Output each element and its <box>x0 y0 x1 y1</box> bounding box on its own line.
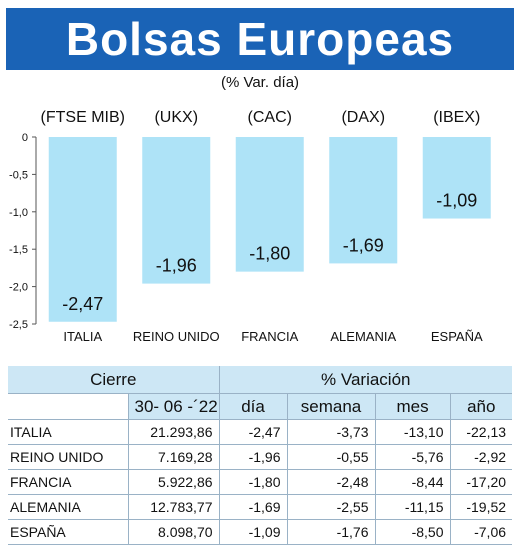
title-banner: Bolsas Europeas <box>6 8 514 70</box>
data-label: -2,47 <box>62 294 103 314</box>
header-semana: semana <box>287 393 376 420</box>
row-ano: -22,13 <box>450 419 513 445</box>
table-row: FRANCIA 5.922,86 -1,80 -2,48 -8,44 -17,2… <box>8 469 513 495</box>
chart-title: Bolsas Europeas <box>65 13 455 65</box>
row-mes: -8,50 <box>375 519 451 545</box>
row-ano: -2,92 <box>450 444 513 470</box>
row-cierre: 7.169,28 <box>128 444 220 470</box>
table-subheader-row: 30- 06 -´22 día semana mes año <box>8 393 513 420</box>
x-tick-label: ITALIA <box>63 329 102 344</box>
bar <box>142 137 211 284</box>
bar <box>329 137 398 264</box>
row-name: FRANCIA <box>8 469 129 495</box>
header-mes: mes <box>375 393 451 420</box>
header-empty <box>8 393 129 420</box>
x-tick-label: ESPAÑA <box>431 329 483 344</box>
row-mes: -5,76 <box>375 444 451 470</box>
table-row: ESPAÑA 8.098,70 -1,09 -1,76 -8,50 -7,06 <box>8 519 513 545</box>
row-semana: -2,55 <box>287 494 376 520</box>
bar <box>422 137 491 219</box>
row-dia: -1,09 <box>219 519 288 545</box>
y-tick-label: -1,0 <box>9 207 28 219</box>
row-dia: -1,96 <box>219 444 288 470</box>
row-dia: -1,69 <box>219 494 288 520</box>
x-tick-label: ALEMANIA <box>330 329 396 344</box>
data-label: -1,80 <box>249 244 290 264</box>
y-tick-label: -2,5 <box>9 319 28 331</box>
data-label: -1,69 <box>343 235 384 255</box>
row-cierre: 8.098,70 <box>128 519 220 545</box>
row-ano: -17,20 <box>450 469 513 495</box>
row-ano: -7,06 <box>450 519 513 545</box>
index-label: (IBEX) <box>433 109 480 126</box>
row-semana: -3,73 <box>287 419 376 445</box>
header-date: 30- 06 -´22 <box>128 393 220 420</box>
row-dia: -2,47 <box>219 419 288 445</box>
y-tick-label: -0,5 <box>9 169 28 181</box>
x-tick-label: FRANCIA <box>241 329 298 344</box>
row-semana: -2,48 <box>287 469 376 495</box>
index-label: (CAC) <box>248 109 292 126</box>
table-header-row: Cierre % Variación <box>8 366 513 394</box>
row-mes: -13,10 <box>375 419 451 445</box>
row-cierre: 5.922,86 <box>128 469 220 495</box>
bar-chart: 0 -0,5 -1,0 -1,5 -2,0 -2,5 (FTSE MIB) -2,47 ITA… <box>9 109 491 344</box>
y-tick-label: -1,5 <box>9 244 28 256</box>
bar <box>235 137 304 272</box>
y-tick-label: -2,0 <box>9 282 28 294</box>
bar <box>48 137 117 322</box>
header-variacion: % Variación <box>219 366 513 394</box>
row-semana: -0,55 <box>287 444 376 470</box>
row-name: ESPAÑA <box>8 519 129 545</box>
chart-subtitle: (% Var. día) <box>220 74 300 91</box>
row-mes: -8,44 <box>375 469 451 495</box>
index-label: (FTSE MIB) <box>41 109 125 126</box>
index-label: (UKX) <box>154 109 198 126</box>
row-name: REINO UNIDO <box>8 444 129 470</box>
table-row: REINO UNIDO 7.169,28 -1,96 -0,55 -5,76 -… <box>8 444 513 470</box>
header-dia: día <box>219 393 288 420</box>
row-cierre: 12.783,77 <box>128 494 220 520</box>
row-semana: -1,76 <box>287 519 376 545</box>
row-name: ITALIA <box>8 419 129 445</box>
row-name: ALEMANIA <box>8 494 129 520</box>
table-row: ALEMANIA 12.783,77 -1,69 -2,55 -11,15 -1… <box>8 494 513 520</box>
row-dia: -1,80 <box>219 469 288 495</box>
table-row: ITALIA 21.293,86 -2,47 -3,73 -13,10 -22,… <box>8 419 513 445</box>
row-mes: -11,15 <box>375 494 451 520</box>
x-tick-label: REINO UNIDO <box>133 329 220 344</box>
row-ano: -19,52 <box>450 494 513 520</box>
row-cierre: 21.293,86 <box>128 419 220 445</box>
header-cierre: Cierre <box>8 366 220 394</box>
data-label: -1,09 <box>436 191 477 211</box>
y-tick-label: 0 <box>22 132 28 144</box>
header-ano: año <box>450 393 513 420</box>
index-label: (DAX) <box>341 109 385 126</box>
data-label: -1,96 <box>156 256 197 276</box>
index-table: Cierre % Variación 30- 06 -´22 día seman… <box>8 366 513 545</box>
